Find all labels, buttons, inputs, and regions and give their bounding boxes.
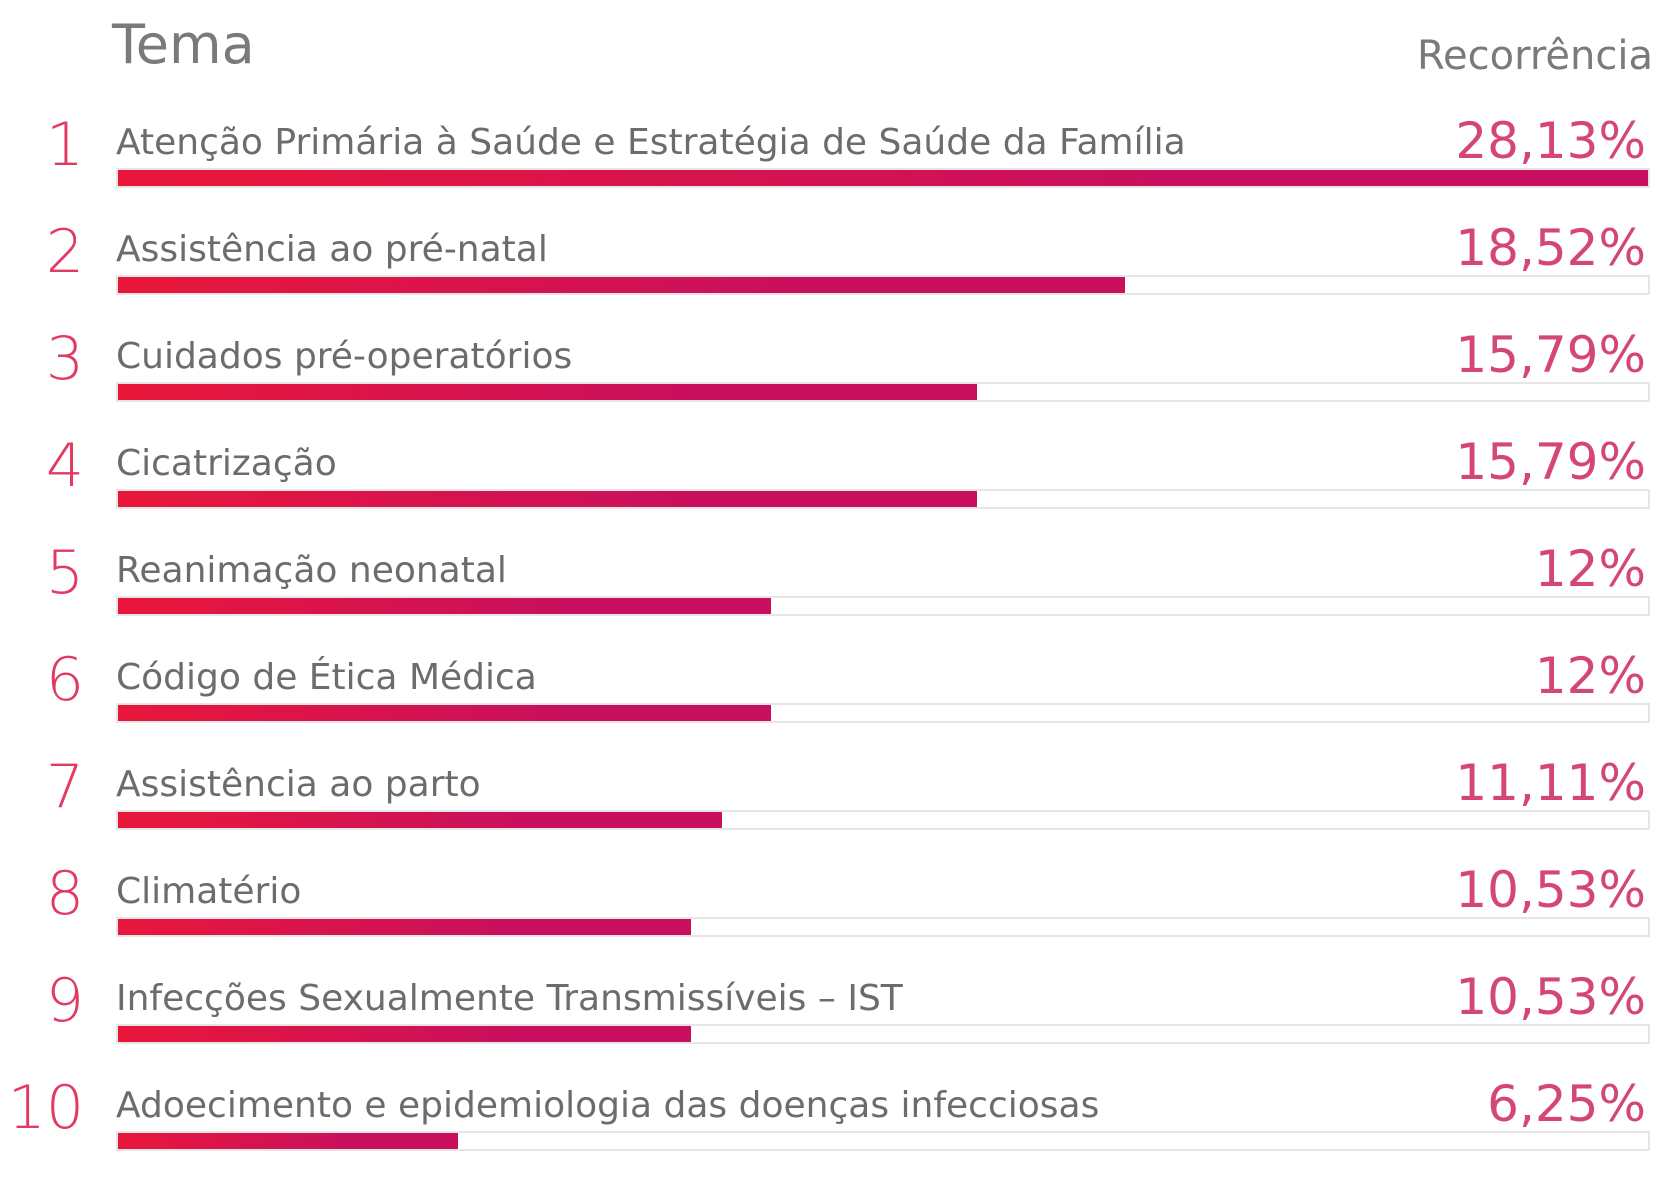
rank-number: 9: [45, 966, 84, 1036]
bar-row: 6 Código de Ética Médica 12%: [0, 635, 1667, 735]
bar-track: [116, 168, 1650, 188]
bar-row: 1 Atenção Primária à Saúde e Estratégia d…: [0, 100, 1667, 200]
category-label: Infecções Sexualmente Transmissíveis – I…: [116, 978, 903, 1019]
bar-row: 8 Climatério 10,53%: [0, 849, 1667, 949]
bar: [118, 1026, 691, 1042]
bar-track: [116, 810, 1650, 830]
rank-number: 5: [45, 538, 84, 608]
value-label: 11,11%: [1455, 754, 1646, 812]
category-label: Climatério: [116, 871, 302, 912]
rank-number: 7: [45, 752, 84, 822]
category-label: Código de Ética Médica: [116, 657, 537, 698]
bar-track: [116, 275, 1650, 295]
bar-track: [116, 703, 1650, 723]
rank-number: 6: [45, 645, 84, 715]
bar: [118, 919, 691, 935]
bar-track: [116, 489, 1650, 509]
category-label: Atenção Primária à Saúde e Estratégia de…: [116, 122, 1186, 163]
value-label: 12%: [1534, 540, 1646, 598]
bar-track: [116, 1024, 1650, 1044]
bar-row: 4 Cicatrização 15,79%: [0, 421, 1667, 521]
value-label: 18,52%: [1455, 219, 1646, 277]
category-label: Assistência ao pré-natal: [116, 229, 548, 270]
bar-track: [116, 917, 1650, 937]
bar: [118, 705, 771, 721]
bar: [118, 491, 977, 507]
category-label: Assistência ao parto: [116, 764, 481, 805]
bar-track: [116, 1131, 1650, 1151]
bar-track: [116, 382, 1650, 402]
value-label: 12%: [1534, 647, 1646, 705]
value-label: 15,79%: [1455, 433, 1646, 491]
bar-row: 5 Reanimação neonatal 12%: [0, 528, 1667, 628]
bar: [118, 277, 1125, 293]
category-label: Cicatrização: [116, 443, 337, 484]
rank-number: 2: [45, 217, 84, 287]
value-label: 6,25%: [1487, 1075, 1646, 1133]
rank-number: 4: [45, 431, 84, 501]
bar-row: 3 Cuidados pré-operatórios 15,79%: [0, 314, 1667, 414]
value-label: 15,79%: [1455, 326, 1646, 384]
category-label: Reanimação neonatal: [116, 550, 507, 591]
value-label: 28,13%: [1455, 112, 1646, 170]
bar-row: 10 Adoecimento e epidemiologia das doença…: [0, 1063, 1667, 1163]
value-label: 10,53%: [1455, 861, 1646, 919]
category-label: Adoecimento e epidemiologia das doenças …: [116, 1085, 1100, 1126]
bar-row: 2 Assistência ao pré-natal 18,52%: [0, 207, 1667, 307]
rank-number: 10: [7, 1073, 84, 1143]
rank-number: 1: [45, 110, 84, 180]
rank-number: 8: [45, 859, 84, 929]
rank-number: 3: [45, 324, 84, 394]
bar: [118, 598, 771, 614]
bar: [118, 812, 722, 828]
bar: [118, 170, 1648, 186]
column-header-tema: Tema: [112, 13, 255, 76]
bar: [118, 1133, 458, 1149]
value-label: 10,53%: [1455, 968, 1646, 1026]
bar-track: [116, 596, 1650, 616]
bar-row: 9 Infecções Sexualmente Transmissíveis – …: [0, 956, 1667, 1056]
category-label: Cuidados pré-operatórios: [116, 336, 573, 377]
bar-row: 7 Assistência ao parto 11,11%: [0, 742, 1667, 842]
column-header-recorrencia: Recorrência: [1417, 33, 1653, 79]
bar: [118, 384, 977, 400]
